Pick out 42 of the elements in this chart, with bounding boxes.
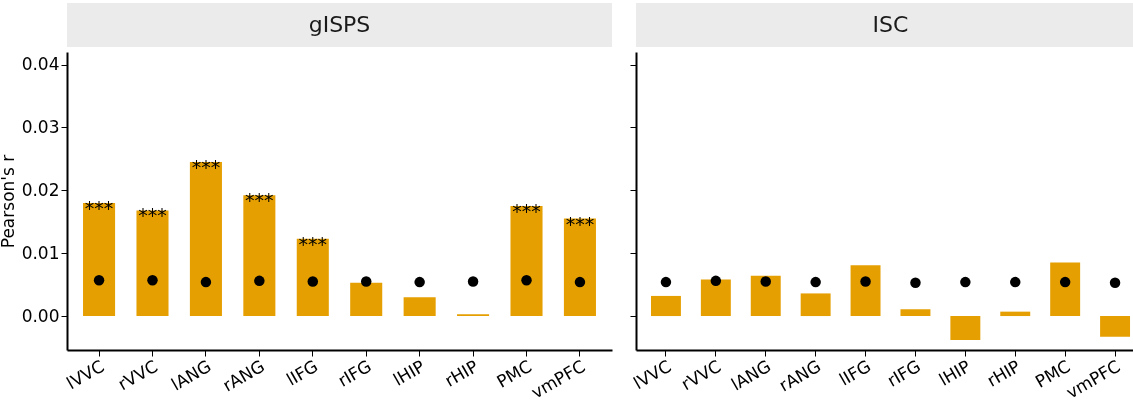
bar <box>900 309 931 317</box>
bar <box>750 275 781 317</box>
bar <box>136 210 169 317</box>
x-tick-label: rIFG <box>334 355 375 391</box>
y-axis-title: Pearson's r <box>0 154 18 249</box>
annotation: *** <box>565 212 595 235</box>
x-tick-label: lIFG <box>835 355 875 390</box>
x-tick-label: rHIP <box>983 355 1024 391</box>
x-tick-label: rHIP <box>441 355 482 391</box>
bar <box>850 265 881 317</box>
bar <box>950 316 981 340</box>
x-tick-label: rIFG <box>883 355 924 391</box>
y-tick-label: 0.02 <box>21 179 60 200</box>
y-tick-label: 0.01 <box>21 242 60 263</box>
bar <box>350 282 383 317</box>
bar <box>296 238 329 317</box>
bar <box>563 218 596 317</box>
bar <box>243 195 276 317</box>
annotation: *** <box>512 200 541 223</box>
bar <box>1100 316 1131 337</box>
y-tick-label: 0.04 <box>21 54 60 75</box>
y-tick-label: 0.00 <box>21 305 60 326</box>
annotation: *** <box>84 196 114 219</box>
bar <box>1000 311 1031 317</box>
chart-title: gISPS <box>67 3 612 47</box>
y-tick-label: 0.03 <box>21 116 60 137</box>
annotation: *** <box>138 204 167 227</box>
bar <box>403 297 436 317</box>
x-tick-label: lHIP <box>389 355 429 390</box>
bar <box>1050 262 1081 317</box>
annotation: *** <box>191 156 221 179</box>
bar <box>800 293 831 317</box>
bar <box>189 162 222 317</box>
bar <box>700 279 731 317</box>
bar <box>650 295 681 317</box>
x-tick-label: lHIP <box>935 355 974 390</box>
annotation: *** <box>298 232 328 255</box>
chart-title: ISC <box>636 3 1133 47</box>
annotation: *** <box>245 189 274 212</box>
bar <box>83 202 116 317</box>
x-tick-label: lIFG <box>282 355 322 390</box>
bar <box>510 206 543 317</box>
